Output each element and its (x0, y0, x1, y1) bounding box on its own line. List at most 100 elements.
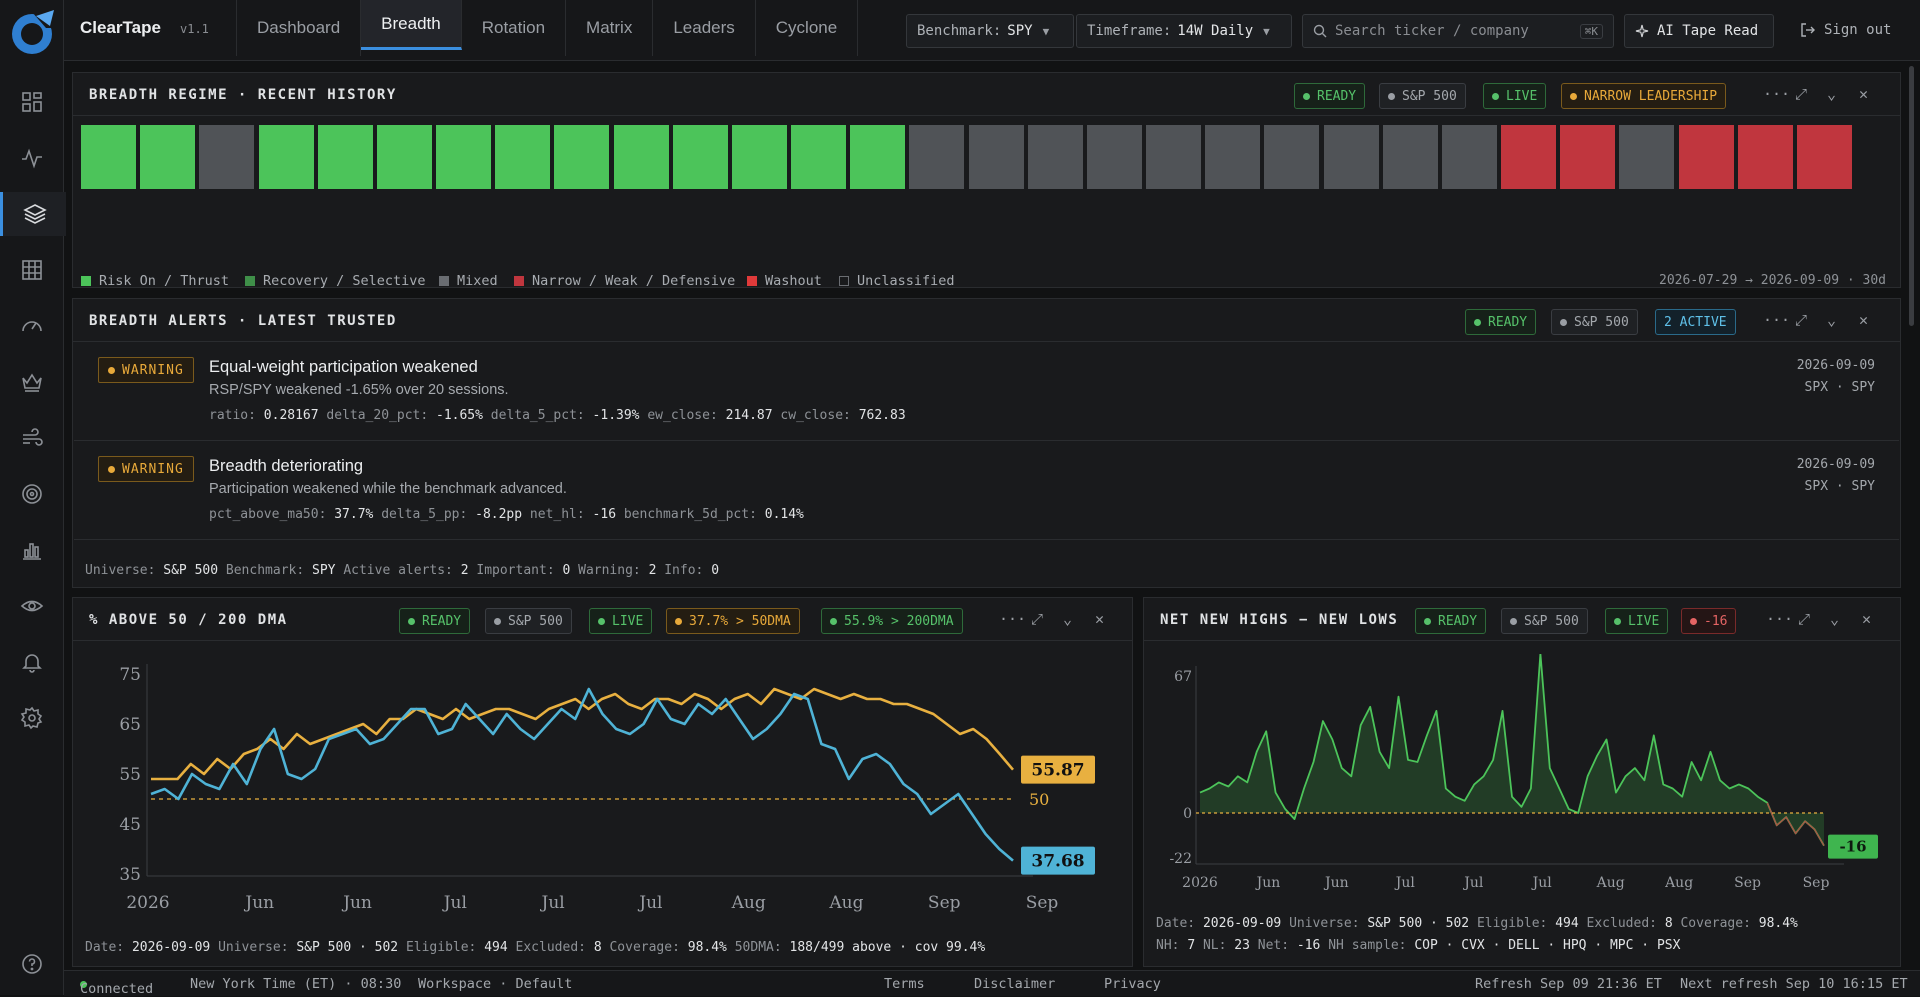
active-count-badge: 2 ACTIVE (1655, 309, 1736, 335)
expand-icon[interactable]: ⤢ (1795, 311, 1808, 329)
regime-cell-mixed[interactable] (1619, 125, 1675, 189)
breadth-alerts-panel: BREADTH ALERTS · LATEST TRUSTED READY S&… (72, 298, 1901, 588)
tab-leaders[interactable]: Leaders (653, 0, 756, 56)
regime-cell-mixed[interactable] (1086, 125, 1142, 189)
regime-cell-narrow[interactable] (1737, 125, 1793, 189)
more-icon[interactable]: ··· (1763, 311, 1791, 329)
target-icon[interactable] (0, 472, 63, 516)
search-input[interactable]: Search ticker / company ⌘K (1302, 14, 1614, 48)
collapse-icon[interactable]: ⌄ (1827, 311, 1837, 329)
regime-cell-mixed[interactable] (199, 125, 255, 189)
nhnl-area-chart[interactable]: 67 0 -22 2026 Jun Jun Jul Jul Jul Aug Aug Sep Sep -16 (1144, 654, 1900, 910)
meta-key: Universe: (218, 940, 297, 955)
regime-cell-risk-on[interactable] (495, 125, 551, 189)
regime-cell-risk-on[interactable] (731, 125, 787, 189)
legend-risk-on: Risk On / Thrust (81, 273, 229, 289)
expand-icon[interactable]: ⤢ (1795, 85, 1808, 103)
tab-dashboard[interactable]: Dashboard (236, 0, 362, 56)
universe-badge: S&P 500 (485, 608, 572, 634)
regime-cell-mixed[interactable] (1441, 125, 1497, 189)
regime-cell-mixed[interactable] (1382, 125, 1438, 189)
x-tick-label: Jul (1531, 875, 1553, 891)
regime-cell-risk-on[interactable] (436, 125, 492, 189)
tab-cyclone[interactable]: Cyclone (756, 0, 859, 56)
grid-icon[interactable] (0, 248, 63, 292)
more-icon[interactable]: ··· (999, 610, 1027, 628)
tab-breadth[interactable]: Breadth (361, 0, 462, 50)
bell-icon[interactable] (0, 640, 63, 684)
eye-icon[interactable] (0, 584, 63, 628)
app-name: ClearTape (80, 18, 161, 37)
privacy-link[interactable]: Privacy (1104, 976, 1161, 992)
alerts-summary: Universe: S&P 500 Benchmark: SPY Active … (85, 563, 719, 578)
series-line-50dma (150, 687, 1014, 862)
close-icon[interactable]: ✕ (1862, 610, 1872, 628)
disclaimer-link[interactable]: Disclaimer (974, 976, 1056, 992)
expand-icon[interactable]: ⤢ (1031, 610, 1044, 628)
regime-cell-risk-on[interactable] (613, 125, 669, 189)
more-icon[interactable]: ··· (1766, 610, 1794, 628)
regime-cell-risk-on[interactable] (317, 125, 373, 189)
collapse-icon[interactable]: ⌄ (1063, 610, 1073, 628)
regime-cell-narrow[interactable] (1560, 125, 1616, 189)
terms-link[interactable]: Terms (884, 976, 925, 992)
regime-cell-risk-on[interactable] (554, 125, 610, 189)
scrollbar[interactable] (1909, 66, 1914, 326)
alert-item[interactable]: WARNING Equal-weight participation weake… (74, 342, 1899, 441)
regime-cell-narrow[interactable] (1501, 125, 1557, 189)
close-icon[interactable]: ✕ (1095, 610, 1105, 628)
dashboard-icon[interactable] (0, 80, 63, 124)
crown-icon[interactable] (0, 360, 63, 404)
regime-cell-mixed[interactable] (1205, 125, 1261, 189)
regime-cell-mixed[interactable] (968, 125, 1024, 189)
expand-icon[interactable]: ⤢ (1798, 610, 1811, 628)
nhnl-negative-segment (1766, 802, 1825, 847)
regime-cell-mixed[interactable] (1264, 125, 1320, 189)
help-icon[interactable] (0, 942, 63, 986)
meta-key: delta_5_pct: (490, 408, 593, 423)
regime-cell-risk-on[interactable] (850, 125, 906, 189)
regime-cell-risk-on[interactable] (791, 125, 847, 189)
sign-out-button[interactable]: Sign out (1800, 22, 1891, 38)
wind-icon[interactable] (0, 416, 63, 460)
tab-rotation[interactable]: Rotation (462, 0, 567, 56)
alert-item[interactable]: WARNING Breadth deteriorating Participat… (74, 441, 1899, 540)
bar-chart-icon[interactable] (0, 528, 63, 572)
regime-cell-risk-on[interactable] (140, 125, 196, 189)
regime-cell-mixed[interactable] (909, 125, 965, 189)
activity-icon[interactable] (0, 136, 63, 180)
regime-cell-risk-on[interactable] (258, 125, 314, 189)
gauge-icon[interactable] (0, 304, 63, 348)
y-tick-label: 75 (119, 665, 141, 685)
more-icon[interactable]: ··· (1763, 85, 1791, 103)
meta-key: Universe: (1289, 916, 1368, 931)
dma-line-chart[interactable]: 75 65 55 45 35 2026 Jun Jun Jul Jul Jul Aug Aug Sep Se… (73, 654, 1132, 930)
settings-icon[interactable] (0, 696, 63, 740)
meta-value: 23 (1234, 938, 1250, 953)
top-bar: ClearTape v1.1 Dashboard Breadth Rotatio… (64, 0, 1920, 61)
x-tick-label: Jun (1323, 875, 1349, 891)
regime-cell-mixed[interactable] (1027, 125, 1083, 189)
meta-value: S&P 500 · 502 (1367, 916, 1470, 931)
cleartape-logo[interactable] (6, 6, 58, 58)
ai-tape-read-button[interactable]: AI Tape Read (1624, 14, 1774, 48)
regime-badge: NARROW LEADERSHIP (1561, 83, 1727, 109)
regime-cell-narrow[interactable] (1678, 125, 1734, 189)
net-new-highs-lows-panel: NET NEW HIGHS − NEW LOWS READY S&P 500 L… (1143, 597, 1901, 967)
tab-matrix[interactable]: Matrix (566, 0, 654, 56)
timeframe-select[interactable]: Timeframe: 14W Daily ▼ (1076, 14, 1292, 48)
layers-icon[interactable] (0, 192, 66, 236)
pct-50dma-badge: 37.7% > 50DMA (666, 608, 800, 634)
collapse-icon[interactable]: ⌄ (1827, 85, 1837, 103)
regime-cell-mixed[interactable] (1323, 125, 1379, 189)
benchmark-select[interactable]: Benchmark: SPY ▼ (906, 14, 1074, 48)
close-icon[interactable]: ✕ (1859, 85, 1869, 103)
regime-cell-narrow[interactable] (1796, 125, 1852, 189)
regime-cell-risk-on[interactable] (672, 125, 728, 189)
close-icon[interactable]: ✕ (1859, 311, 1869, 329)
regime-cell-risk-on[interactable] (376, 125, 432, 189)
regime-cell-mixed[interactable] (1146, 125, 1202, 189)
regime-cell-risk-on[interactable] (81, 125, 137, 189)
collapse-icon[interactable]: ⌄ (1830, 610, 1840, 628)
last-value-label-bg (1828, 834, 1878, 859)
